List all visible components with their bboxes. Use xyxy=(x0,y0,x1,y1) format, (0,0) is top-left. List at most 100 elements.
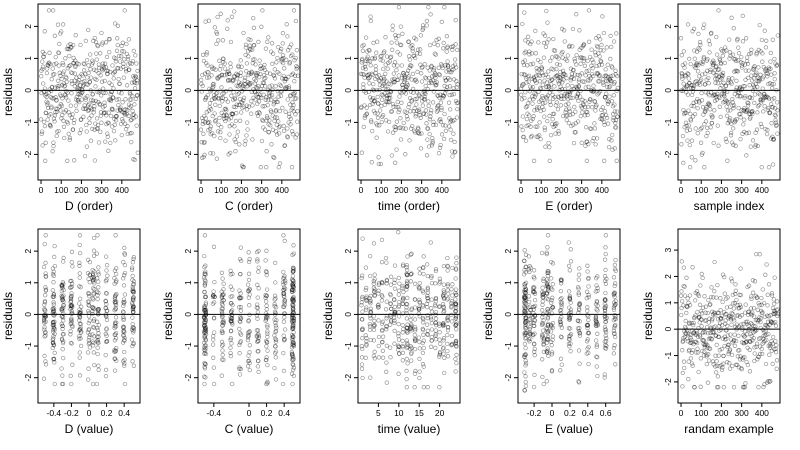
data-point xyxy=(730,76,735,81)
data-point xyxy=(404,81,410,86)
data-point xyxy=(390,47,395,52)
data-point xyxy=(48,112,53,117)
data-point xyxy=(380,348,386,353)
x-tick-label: 20 xyxy=(435,408,445,418)
data-point xyxy=(96,367,101,372)
data-point xyxy=(727,37,732,42)
data-point xyxy=(244,69,249,74)
data-point xyxy=(250,103,255,108)
y-tick-label: -2 xyxy=(183,150,193,158)
data-point xyxy=(705,130,710,136)
y-tick-label: 1 xyxy=(343,280,353,285)
data-point xyxy=(527,97,532,102)
data-point xyxy=(49,77,54,82)
data-point xyxy=(121,49,126,54)
data-point xyxy=(245,338,251,343)
data-point xyxy=(424,121,429,126)
data-point xyxy=(276,165,281,170)
data-point xyxy=(519,92,524,97)
data-point xyxy=(405,82,410,88)
data-point xyxy=(77,373,83,378)
data-point xyxy=(237,351,242,356)
data-point xyxy=(205,120,210,125)
data-point xyxy=(220,91,225,96)
data-point xyxy=(524,116,530,122)
data-point xyxy=(369,119,374,125)
data-point xyxy=(121,64,126,69)
y-tick-label: -2 xyxy=(343,374,353,382)
data-point xyxy=(419,79,425,84)
data-point xyxy=(367,324,373,329)
x-tick-label: 0.2 xyxy=(101,408,113,418)
data-point xyxy=(248,81,253,86)
data-point xyxy=(285,135,291,140)
data-point xyxy=(454,255,459,260)
data-point xyxy=(577,266,582,271)
data-point xyxy=(213,118,218,123)
data-point xyxy=(227,124,232,129)
data-point xyxy=(247,343,252,348)
data-point xyxy=(84,57,90,63)
data-point xyxy=(361,72,367,77)
data-point xyxy=(689,155,694,160)
data-point xyxy=(269,142,274,147)
data-point xyxy=(256,109,261,115)
data-point xyxy=(562,39,567,44)
data-point xyxy=(425,262,430,267)
data-point xyxy=(38,117,44,122)
data-point xyxy=(417,266,422,271)
data-point xyxy=(123,107,128,112)
data-point xyxy=(611,351,617,356)
data-point xyxy=(112,122,117,127)
data-point xyxy=(257,58,262,63)
data-point xyxy=(69,381,74,387)
data-point xyxy=(715,123,720,128)
data-point xyxy=(274,99,279,105)
data-point xyxy=(594,338,599,343)
y-tick-label: -1 xyxy=(183,342,193,350)
data-point xyxy=(442,370,447,376)
data-point xyxy=(53,54,58,60)
data-point xyxy=(392,79,397,85)
y-tick-label: 1 xyxy=(23,56,33,61)
data-point xyxy=(133,114,138,119)
data-point xyxy=(108,140,113,146)
data-point xyxy=(116,97,121,102)
data-point xyxy=(246,72,251,78)
data-point xyxy=(120,109,125,115)
data-point xyxy=(395,63,400,68)
data-point xyxy=(295,65,300,70)
data-point xyxy=(101,90,106,95)
data-point xyxy=(224,115,229,121)
data-point xyxy=(696,31,701,37)
data-point xyxy=(736,45,741,50)
data-point xyxy=(280,41,285,46)
data-point xyxy=(722,60,728,66)
data-point xyxy=(103,352,108,358)
data-point xyxy=(206,18,212,23)
data-point xyxy=(212,96,217,101)
data-point xyxy=(134,61,139,66)
data-point xyxy=(412,346,418,352)
data-point xyxy=(441,136,447,142)
data-point xyxy=(58,93,64,99)
data-point xyxy=(223,97,229,102)
data-point xyxy=(60,22,66,27)
data-point xyxy=(210,151,216,156)
data-point xyxy=(542,127,548,133)
data-point xyxy=(133,73,138,79)
data-point xyxy=(695,69,701,74)
data-point xyxy=(555,107,561,112)
data-point xyxy=(107,49,112,55)
data-point xyxy=(51,269,56,274)
data-point xyxy=(257,74,262,80)
data-point xyxy=(394,40,399,45)
data-point xyxy=(523,379,528,385)
data-point xyxy=(272,114,278,120)
data-point xyxy=(68,103,73,108)
data-point xyxy=(69,78,74,84)
data-point xyxy=(60,71,65,76)
data-point xyxy=(98,110,104,115)
data-point xyxy=(47,61,53,67)
